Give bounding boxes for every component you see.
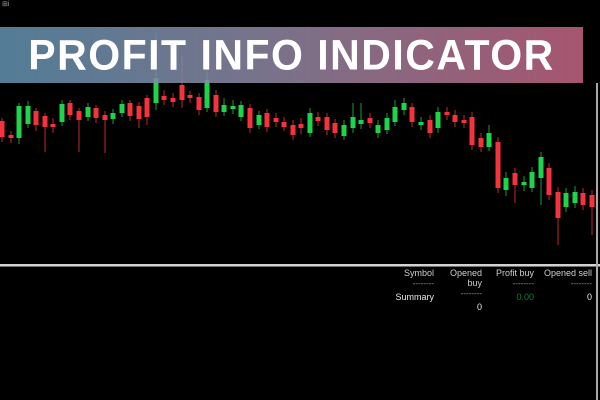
symbol-value: Summary: [395, 292, 434, 302]
banner-title: PROFIT INFO INDICATOR: [28, 30, 555, 79]
profit-table-column-symbol: Symbol -------- Summary: [358, 268, 434, 312]
profit-table-column-profit-buy: Profit buy -------- 0.00: [482, 268, 534, 312]
column-separator: --------: [412, 279, 434, 288]
column-header: Symbol: [403, 268, 434, 278]
window-corner-glyph: ⊞i: [2, 1, 10, 8]
promo-banner: PROFIT INFO INDICATOR: [0, 27, 583, 83]
opened-sell-value: 0: [586, 292, 592, 302]
column-header: Opened buy: [449, 268, 482, 288]
panel-splitter[interactable]: [0, 264, 600, 267]
profit-table-column-opened-sell: Opened sell -------- 0: [534, 268, 592, 312]
chart-right-border: [596, 83, 598, 400]
profit-table-column-opened-buy: Opened buy -------- 0: [434, 268, 482, 312]
profit-buy-value: 0.00: [516, 292, 534, 302]
profit-table: Symbol -------- Summary Opened buy -----…: [358, 268, 592, 312]
column-separator: --------: [460, 289, 482, 298]
column-separator: --------: [570, 279, 592, 288]
column-header: Opened sell: [543, 268, 592, 278]
column-header: Profit buy: [495, 268, 534, 278]
column-separator: --------: [512, 279, 534, 288]
opened-buy-value: 0: [476, 302, 482, 312]
